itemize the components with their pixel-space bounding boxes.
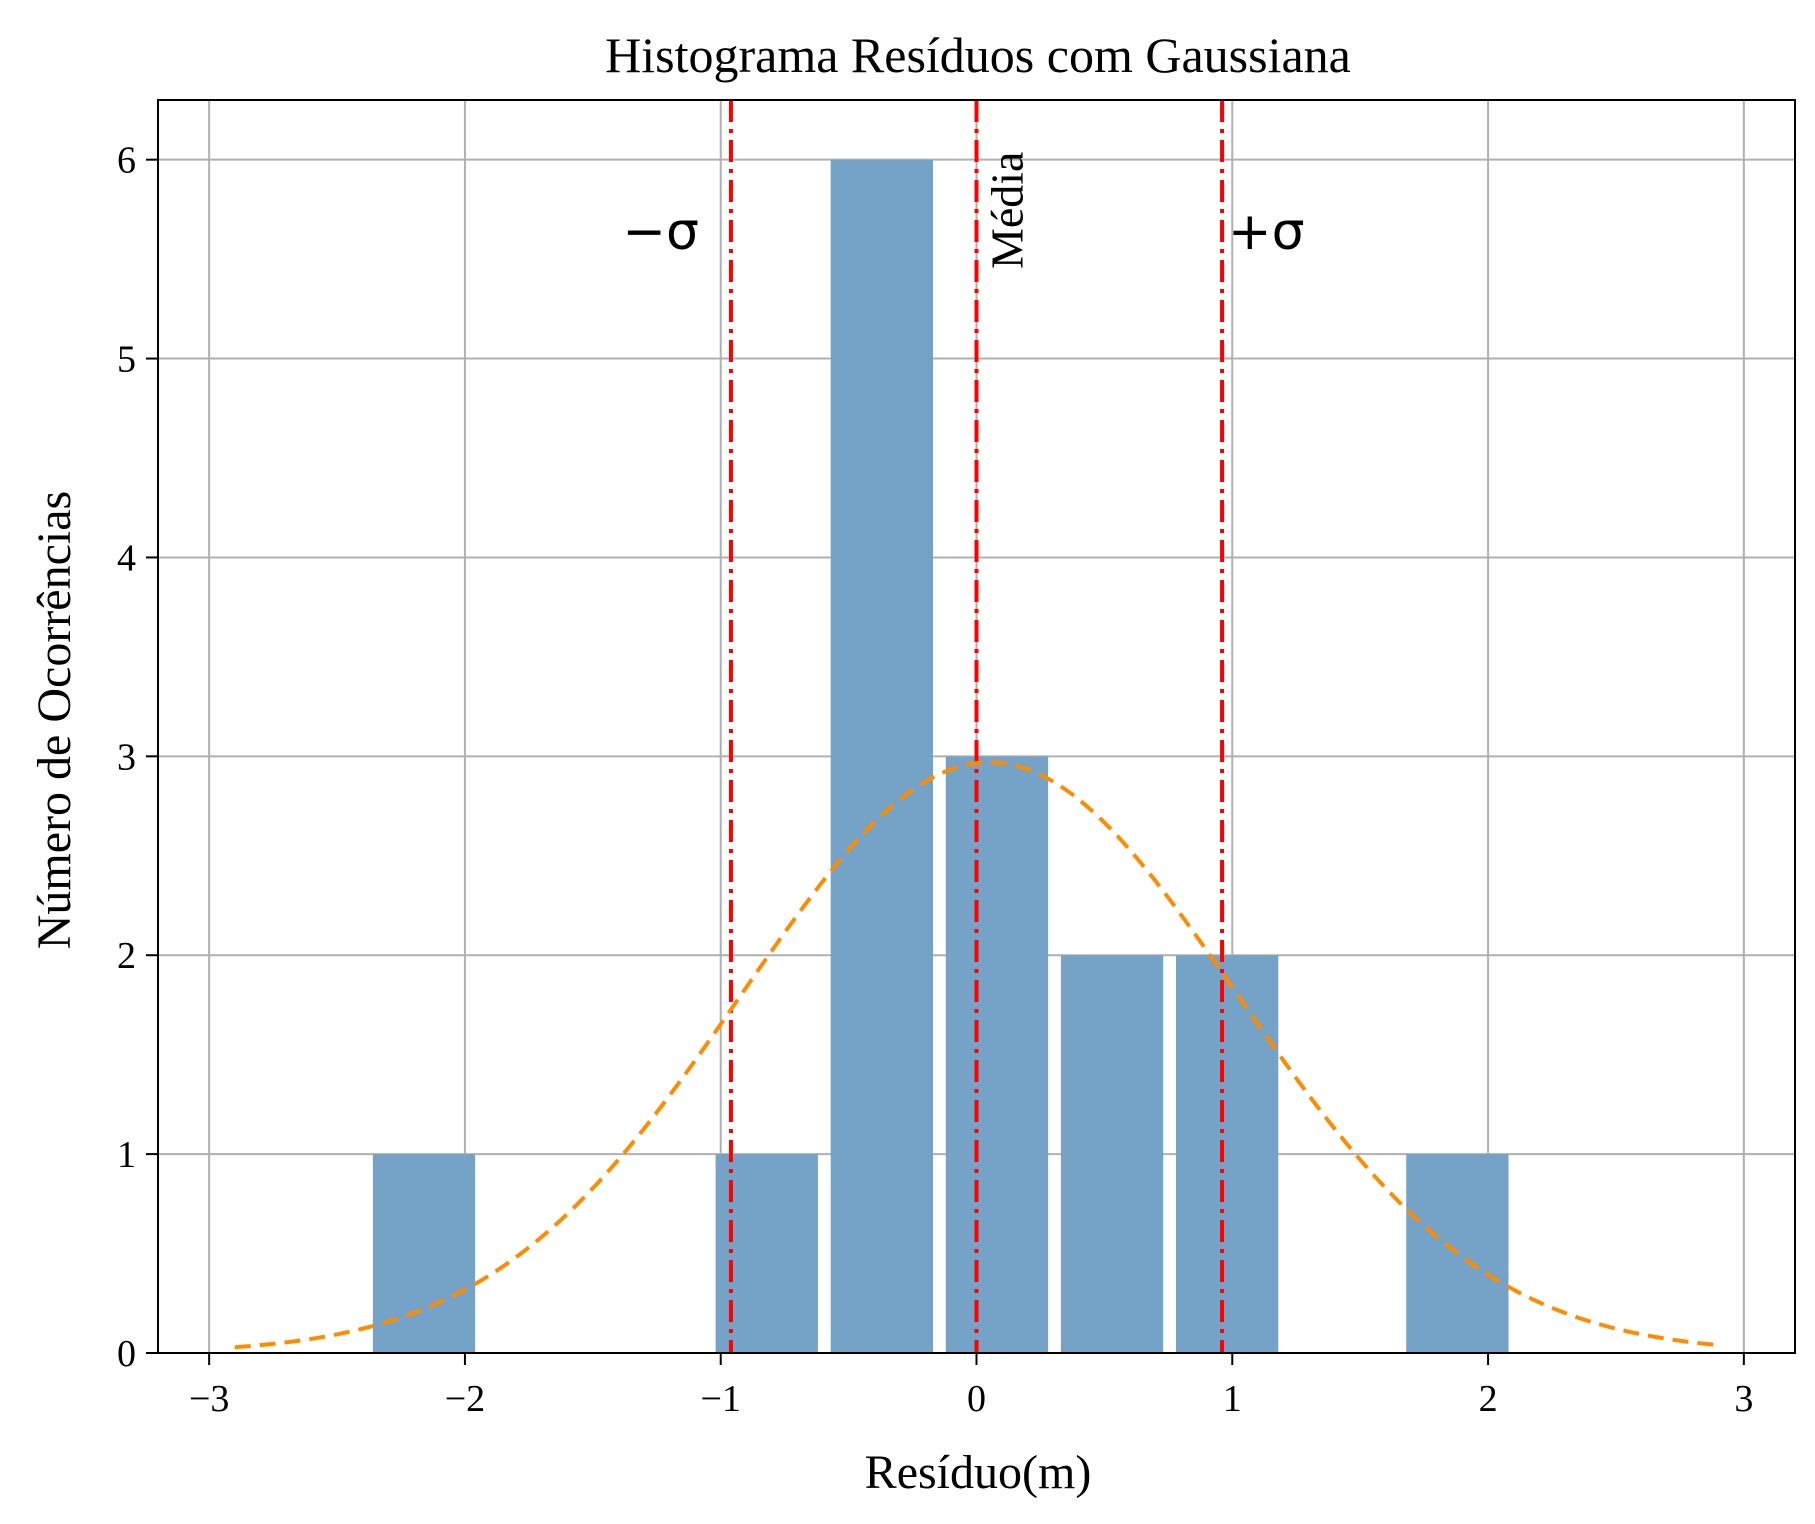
histogram-bars (372, 159, 1509, 1354)
gaussian-curve (234, 760, 1719, 1350)
x-axis-label: Resíduo(m) (865, 1446, 1092, 1499)
minus-sigma-label: −σ (622, 202, 699, 262)
y-axis-ticks: 0 1 2 3 4 5 6 (117, 140, 158, 1375)
histogram-bar (1060, 955, 1164, 1353)
histogram-bar (1176, 955, 1279, 1353)
x-tick-label: 0 (967, 1378, 986, 1420)
mean-label: Média (982, 152, 1033, 270)
chart-title: Histograma Resíduos com Gaussiana (605, 27, 1351, 83)
y-tick-label: 5 (117, 339, 136, 381)
x-axis-ticks: −3 −2 −1 0 1 2 3 (189, 1353, 1753, 1420)
x-tick-label: −2 (445, 1378, 485, 1420)
x-tick-label: −1 (701, 1378, 741, 1420)
reference-line-labels: −σ Média +σ (622, 152, 1304, 270)
y-axis-label: Número de Ocorrências (28, 491, 81, 949)
histogram-bar (830, 159, 934, 1354)
y-tick-label: 6 (117, 140, 136, 182)
x-tick-label: 3 (1734, 1378, 1753, 1420)
y-tick-label: 1 (117, 1134, 136, 1176)
plus-sigma-label: +σ (1228, 202, 1305, 262)
y-tick-label: 3 (117, 736, 136, 778)
y-tick-label: 2 (117, 935, 136, 977)
x-tick-label: 1 (1223, 1378, 1242, 1420)
y-tick-label: 0 (117, 1333, 136, 1375)
histogram-bar (945, 756, 1049, 1353)
y-tick-label: 4 (117, 537, 136, 579)
x-tick-label: 2 (1479, 1378, 1498, 1420)
x-tick-label: −3 (189, 1378, 229, 1420)
reference-lines (728, 100, 1225, 1353)
